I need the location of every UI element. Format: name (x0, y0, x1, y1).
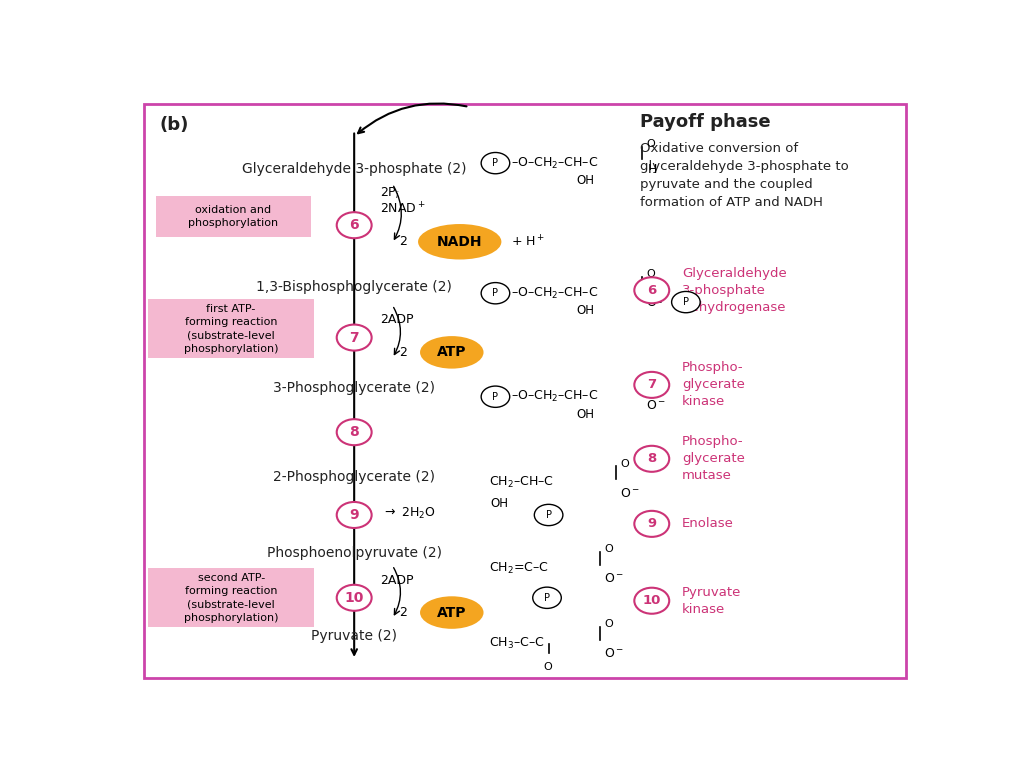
Text: 2: 2 (400, 235, 412, 248)
Text: NADH: NADH (437, 235, 482, 249)
Text: OH: OH (490, 497, 509, 510)
Text: O: O (620, 458, 629, 468)
Text: $\rightarrow$ 2H$_2$O: $\rightarrow$ 2H$_2$O (382, 505, 436, 521)
Text: P: P (683, 297, 689, 307)
Text: 6: 6 (647, 283, 656, 296)
Text: Phospho-
glycerate
kinase: Phospho- glycerate kinase (682, 362, 744, 409)
Text: P: P (544, 593, 550, 603)
Text: CH$_2$=C–C: CH$_2$=C–C (489, 561, 549, 576)
Circle shape (634, 372, 670, 398)
Text: O: O (604, 619, 613, 630)
Circle shape (532, 587, 561, 608)
Text: O: O (646, 372, 655, 382)
Circle shape (337, 325, 372, 350)
Circle shape (481, 386, 510, 407)
Text: P: P (493, 392, 499, 402)
Text: O$^-$: O$^-$ (620, 487, 640, 500)
Text: –O–CH$_2$–CH–C: –O–CH$_2$–CH–C (511, 286, 599, 301)
Text: 1,3-Bisphosphoglycerate (2): 1,3-Bisphosphoglycerate (2) (256, 280, 453, 294)
Text: 2ADP: 2ADP (380, 313, 414, 326)
Text: 9: 9 (647, 518, 656, 531)
Text: Pyruvate (2): Pyruvate (2) (311, 629, 397, 644)
Text: OH: OH (577, 304, 594, 317)
Text: ATP: ATP (437, 346, 467, 359)
FancyBboxPatch shape (156, 196, 310, 237)
Text: O: O (646, 269, 655, 279)
Text: –O–CH$_2$–CH–C: –O–CH$_2$–CH–C (511, 389, 599, 404)
Circle shape (481, 153, 510, 174)
Text: OH: OH (577, 408, 594, 421)
Text: Oxidative conversion of
glyceraldehyde 3-phosphate to
pyruvate and the coupled
f: Oxidative conversion of glyceraldehyde 3… (640, 142, 849, 210)
Text: Pyruvate
kinase: Pyruvate kinase (682, 586, 741, 616)
Text: ATP: ATP (437, 605, 467, 620)
FancyBboxPatch shape (147, 299, 314, 358)
Circle shape (337, 212, 372, 238)
Text: 8: 8 (349, 425, 359, 439)
Text: O: O (646, 138, 655, 149)
Text: 10: 10 (643, 594, 660, 607)
Text: 2P$_i$: 2P$_i$ (380, 187, 400, 201)
Text: O$^-$: O$^-$ (604, 647, 625, 660)
Ellipse shape (418, 224, 502, 260)
Text: Glyceraldehyde 3-phosphate (2): Glyceraldehyde 3-phosphate (2) (242, 162, 466, 176)
Text: P: P (493, 288, 499, 298)
FancyBboxPatch shape (143, 104, 905, 677)
Text: H: H (648, 163, 657, 176)
Text: oxidation and
phosphorylation: oxidation and phosphorylation (188, 205, 279, 228)
Text: O: O (543, 662, 552, 672)
Text: Enolase: Enolase (682, 518, 734, 531)
Text: first ATP-
forming reaction
(substrate-level
phosphorylation): first ATP- forming reaction (substrate-l… (184, 304, 279, 353)
Text: second ATP-
forming reaction
(substrate-level
phosphorylation): second ATP- forming reaction (substrate-… (184, 573, 279, 623)
Text: 2ADP: 2ADP (380, 574, 414, 587)
Text: OH: OH (577, 174, 594, 187)
Text: P: P (493, 158, 499, 168)
Circle shape (337, 584, 372, 611)
Circle shape (337, 502, 372, 528)
Text: 7: 7 (647, 379, 656, 392)
Text: 8: 8 (647, 452, 656, 465)
Ellipse shape (420, 336, 483, 369)
Text: 9: 9 (349, 508, 359, 522)
FancyBboxPatch shape (147, 568, 314, 627)
Text: 2: 2 (400, 346, 412, 359)
Text: Payoff phase: Payoff phase (640, 113, 770, 131)
Circle shape (672, 291, 700, 313)
Text: O$^-$: O$^-$ (646, 399, 667, 412)
Text: 3-Phosphoglycerate (2): 3-Phosphoglycerate (2) (273, 381, 435, 395)
Text: 10: 10 (344, 591, 364, 604)
Text: O$^-$: O$^-$ (604, 572, 625, 585)
Text: (b): (b) (160, 116, 189, 134)
Text: Phosphoenolpyruvate (2): Phosphoenolpyruvate (2) (266, 546, 441, 561)
Circle shape (337, 419, 372, 445)
Circle shape (535, 505, 563, 525)
Text: 2NAD$^+$: 2NAD$^+$ (380, 201, 426, 217)
Circle shape (634, 511, 670, 537)
Circle shape (634, 445, 670, 472)
Text: O: O (604, 545, 613, 554)
Text: CH$_3$–C–C: CH$_3$–C–C (489, 636, 545, 650)
Circle shape (481, 283, 510, 304)
Text: O–: O– (646, 296, 663, 309)
Text: –O–CH$_2$–CH–C: –O–CH$_2$–CH–C (511, 156, 599, 170)
Text: P: P (546, 510, 552, 520)
Circle shape (634, 277, 670, 303)
Circle shape (634, 588, 670, 614)
Text: Phospho-
glycerate
mutase: Phospho- glycerate mutase (682, 435, 744, 482)
Ellipse shape (420, 596, 483, 629)
Text: CH$_2$–CH–C: CH$_2$–CH–C (489, 475, 554, 490)
Text: + H$^+$: + H$^+$ (511, 234, 546, 250)
Text: 6: 6 (349, 218, 359, 232)
Text: 7: 7 (349, 330, 359, 345)
Text: 2: 2 (400, 606, 412, 619)
Text: Glyceraldehyde
3-phosphate
dehydrogenase: Glyceraldehyde 3-phosphate dehydrogenase (682, 266, 786, 314)
Text: 2-Phosphoglycerate (2): 2-Phosphoglycerate (2) (273, 469, 435, 484)
